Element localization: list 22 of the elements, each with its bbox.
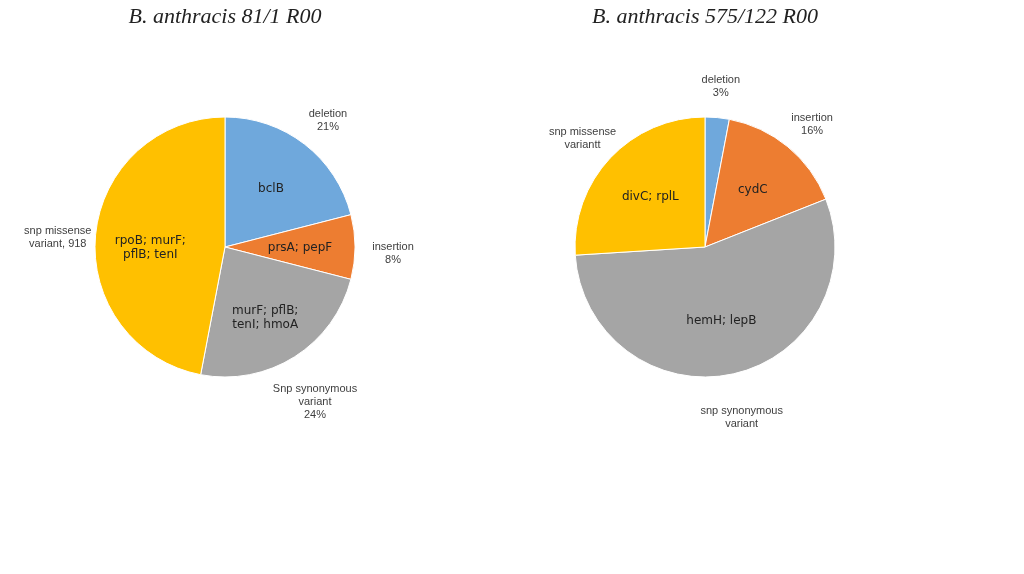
slice-label: deletion	[701, 72, 741, 85]
slice-label: Snp synonymous variant	[272, 381, 358, 407]
slice-label: insertion	[372, 240, 414, 252]
chart-title: B. anthracis 81/1 R00	[128, 3, 322, 28]
data-label: 3%	[712, 85, 729, 98]
text: murF; pflB; tenI; hmoA	[231, 303, 299, 332]
chart-title: B. anthracis 575/122 R00	[591, 3, 819, 28]
data-label: 24%	[304, 407, 327, 420]
slice-label: snp missense variantt	[548, 125, 617, 150]
text: prsA; pepF	[267, 240, 333, 254]
data-label: 16%	[801, 123, 824, 136]
text: divC; rplL	[621, 188, 679, 203]
slice-label: insertion	[791, 110, 833, 123]
slice-label: snp synonymous variant	[700, 403, 784, 429]
data-label: 8%	[385, 253, 402, 265]
slice-label: deletion	[308, 107, 348, 120]
slice-label: snp missense variant, 918	[24, 224, 92, 250]
text: cydC	[737, 182, 768, 197]
text: bclB	[258, 180, 284, 195]
text: rpoB; murF; pflB; tenI	[114, 232, 186, 261]
text: hemH; lepB	[686, 313, 757, 328]
data-label: 21%	[316, 120, 340, 133]
